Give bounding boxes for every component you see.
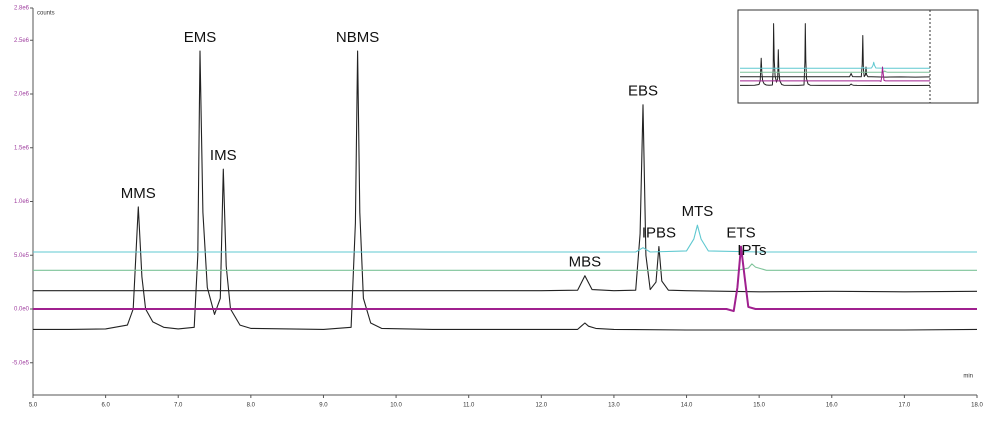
x-tick-label: 13.0: [608, 403, 620, 409]
y-tick-label: 1.0e6: [14, 199, 30, 205]
y-tick-label: 2.0e6: [14, 92, 30, 98]
peak-label: ETS: [726, 225, 755, 242]
inset-trace: [740, 66, 930, 82]
inset-trace: [740, 61, 930, 69]
peak-label: NBMS: [336, 29, 379, 46]
peak-label: IPBS: [642, 225, 676, 242]
x-tick-label: 17.0: [899, 403, 911, 409]
x-tick-label: 9.0: [319, 403, 328, 409]
x-tick-label: 18.0: [971, 403, 983, 409]
trace: [33, 263, 977, 271]
peak-label: MMS: [121, 185, 156, 202]
x-tick-label: 10.0: [390, 403, 402, 409]
x-tick-label: 8.0: [247, 403, 256, 409]
peak-label: MBS: [569, 254, 602, 271]
y-tick-label: 0.0e0: [14, 307, 30, 313]
peak-label: IPTs: [737, 242, 766, 259]
trace: [33, 224, 977, 253]
y-tick-label: 2.8e6: [14, 6, 30, 12]
y-tick-label: 5.0e5: [14, 253, 30, 259]
peak-label: IMS: [210, 147, 237, 164]
x-tick-label: 6.0: [101, 403, 110, 409]
x-tick-label: 15.0: [753, 403, 765, 409]
y-tick-label: -5.0e5: [12, 360, 30, 366]
y-tick-label: 2.5e6: [14, 38, 30, 44]
y-axis-label: counts: [37, 11, 55, 17]
x-tick-label: 16.0: [826, 403, 838, 409]
x-tick-label: 11.0: [463, 403, 475, 409]
x-tick-label: 5.0: [29, 403, 38, 409]
peak-label: MTS: [682, 203, 714, 220]
x-tick-label: 12.0: [535, 403, 547, 409]
x-axis-label: min: [963, 374, 973, 380]
trace: [33, 245, 977, 313]
peak-label: EBS: [628, 83, 658, 100]
y-tick-label: 1.5e6: [14, 145, 30, 151]
peak-label: EMS: [184, 29, 217, 46]
x-tick-label: 14.0: [681, 403, 693, 409]
x-tick-label: 7.0: [174, 403, 183, 409]
